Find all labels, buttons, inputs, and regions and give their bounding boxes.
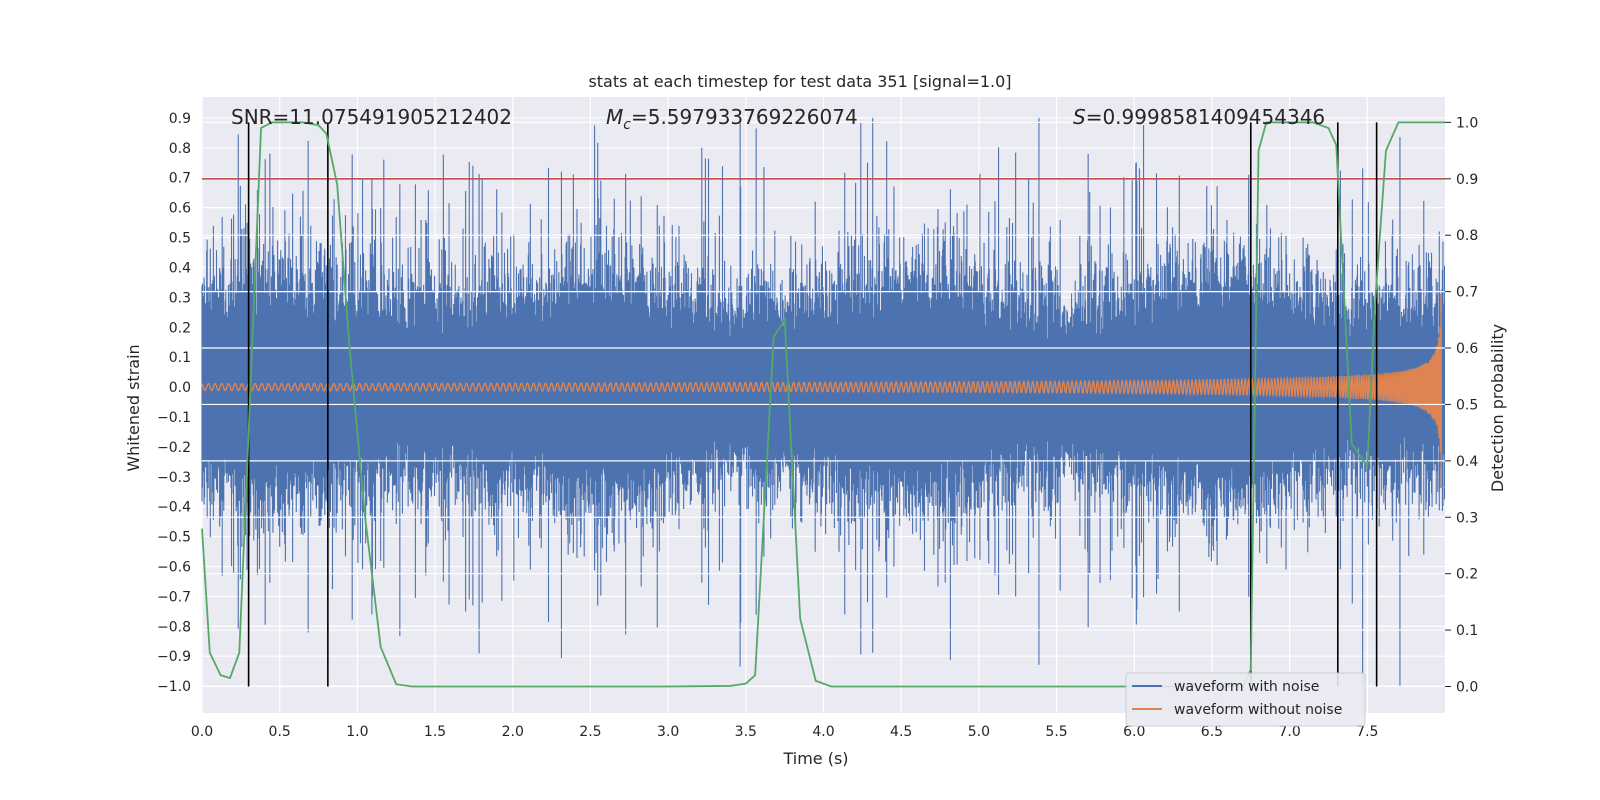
y-tick-label: 0.2 xyxy=(169,320,191,336)
legend-noise-label: waveform with noise xyxy=(1174,679,1319,695)
chirp-mass-value: =5.597933769226074 xyxy=(631,105,858,129)
x-tick-label: 6.0 xyxy=(1123,724,1145,740)
x-tick-label: 0.0 xyxy=(191,724,213,740)
legend-box xyxy=(1125,672,1366,727)
s-symbol: S xyxy=(1073,105,1086,129)
y-tick-label: −0.9 xyxy=(157,649,191,665)
chirp-mass-subscript: c xyxy=(623,117,631,133)
y-tick-label: −0.3 xyxy=(157,470,191,486)
chirp-mass-symbol: M xyxy=(606,105,623,129)
y-tick-label: 0.0 xyxy=(169,380,191,396)
y2-tick-label: 0.9 xyxy=(1456,172,1478,188)
y-tick-label: 0.3 xyxy=(169,290,191,306)
y2-tick-label: 0.8 xyxy=(1456,228,1478,244)
chart-title: stats at each timestep for test data 351… xyxy=(588,72,1011,91)
y2-tick-label: 0.1 xyxy=(1456,623,1478,639)
y2-tick-label: 0.4 xyxy=(1456,454,1478,470)
y-tick-label: 0.1 xyxy=(169,350,191,366)
y-tick-label: 0.8 xyxy=(169,141,191,157)
x-tick-label: 3.0 xyxy=(657,724,679,740)
y-tick-label: −0.2 xyxy=(157,440,191,456)
x-tick-label: 7.5 xyxy=(1356,724,1378,740)
y2-tick-label: 0.0 xyxy=(1456,679,1478,695)
legend-clean-label: waveform without noise xyxy=(1174,702,1342,718)
y2-axis-ticks: 1.0 0.9 0.8 0.7 0.6 0.5 0.4 0.3 0.2 0.1 0.0 xyxy=(1445,115,1478,695)
y-axis-label: Whitened strain xyxy=(124,344,143,471)
x-tick-label: 1.5 xyxy=(424,724,446,740)
y-tick-label: 0.7 xyxy=(169,171,191,187)
y-tick-label: 0.9 xyxy=(169,111,191,127)
x-tick-label: 3.5 xyxy=(735,724,757,740)
x-tick-label: 6.5 xyxy=(1201,724,1223,740)
x-tick-label: 1.0 xyxy=(346,724,368,740)
x-tick-label: 4.5 xyxy=(890,724,912,740)
y2-axis-label: Detection probability xyxy=(1488,324,1507,492)
y-tick-label: 0.5 xyxy=(169,231,191,247)
y2-tick-label: 0.5 xyxy=(1456,397,1478,413)
y-tick-label: 0.4 xyxy=(169,260,191,276)
x-tick-label: 7.0 xyxy=(1278,724,1300,740)
x-tick-label: 5.5 xyxy=(1045,724,1067,740)
y2-tick-label: 1.0 xyxy=(1456,115,1478,131)
y2-tick-label: 0.3 xyxy=(1456,510,1478,526)
x-axis-ticks: 0.0 0.5 1.0 1.5 2.0 2.5 3.0 3.5 4.0 4.5 5.0 5.5 6.0 6… xyxy=(191,724,1379,740)
y-tick-label: −0.1 xyxy=(157,410,191,426)
x-tick-label: 0.5 xyxy=(269,724,291,740)
legend: waveform with noise waveform without noi… xyxy=(1125,672,1366,727)
x-tick-label: 4.0 xyxy=(812,724,834,740)
y-tick-label: 0.6 xyxy=(169,201,191,217)
y-tick-label: −0.7 xyxy=(157,589,191,605)
y-tick-label: −0.8 xyxy=(157,619,191,635)
x-axis-label: Time (s) xyxy=(782,749,848,768)
y2-tick-label: 0.2 xyxy=(1456,567,1478,583)
y-tick-label: −0.6 xyxy=(157,559,191,575)
y-tick-label: −1.0 xyxy=(157,679,191,695)
x-tick-label: 5.0 xyxy=(968,724,990,740)
clean-waveform-path xyxy=(201,293,1445,489)
y-tick-label: −0.4 xyxy=(157,500,191,516)
y-axis-ticks: 0.9 0.8 0.7 0.6 0.5 0.4 0.3 0.2 0.1 0.0 −0.1 −0.2 −0… xyxy=(157,111,191,695)
y2-tick-label: 0.7 xyxy=(1456,285,1478,301)
snr-annotation: SNR=11.075491905212402 xyxy=(231,105,512,129)
waveform-without-noise-series xyxy=(201,293,1445,489)
x-tick-label: 2.5 xyxy=(579,724,601,740)
y-tick-label: −0.5 xyxy=(157,530,191,546)
y2-tick-label: 0.6 xyxy=(1456,341,1478,357)
vertical-marker-lines xyxy=(247,122,1378,687)
snr-ratio-annotation: S=0.9998581409454346 xyxy=(1073,105,1325,129)
x-tick-label: 2.0 xyxy=(502,724,524,740)
chirp-mass-annotation: Mc=5.597933769226074 xyxy=(606,105,858,133)
s-value: =0.9998581409454346 xyxy=(1086,105,1325,129)
detection-probability-line xyxy=(201,121,1445,688)
